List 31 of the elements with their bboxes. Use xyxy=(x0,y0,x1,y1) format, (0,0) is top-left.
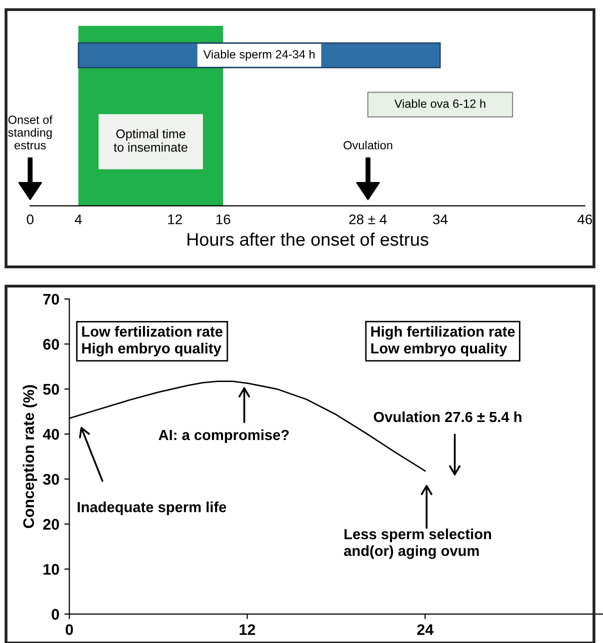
x-tick-label: 0 xyxy=(26,214,34,224)
y-axis-title: Conception rate (%) xyxy=(22,385,38,528)
x-tick-label: 12 xyxy=(240,624,256,635)
x-tick-label: 0 xyxy=(66,624,73,636)
x-tick-label: 16 xyxy=(216,214,230,224)
band-label: Optimal time to inseminate xyxy=(114,129,188,152)
annotation: Less sperm selection and(or) aging ovum xyxy=(344,528,492,559)
y-tick-label: 70 xyxy=(43,294,59,305)
annotation: Ovulation 27.6 ± 5.4 h xyxy=(374,411,522,422)
annotation: Inadequate sperm life xyxy=(78,502,226,516)
annotation: Onset of standing estrus xyxy=(8,115,52,150)
y-tick-label: 10 xyxy=(44,564,59,575)
x-tick-label: 24 xyxy=(417,624,434,635)
data-label: Viable ova 6-12 h xyxy=(394,99,486,108)
x-tick-label: 12 xyxy=(168,214,182,224)
x-tick-label: 28 ± 4 xyxy=(349,214,387,224)
y-tick-label: 30 xyxy=(42,474,59,485)
y-tick-label: 50 xyxy=(43,384,59,395)
x-tick-label: 46 xyxy=(578,214,592,224)
text: Ovulation xyxy=(344,140,392,150)
annotation: High fertilization rate Low embryo quality xyxy=(371,326,515,356)
y-tick-label: 20 xyxy=(43,518,59,530)
annotation: Low fertilization rate High embryo quality xyxy=(82,326,222,356)
y-tick-label: 40 xyxy=(42,428,59,440)
x-tick-label: 4 xyxy=(74,214,82,224)
y-tick-label: 60 xyxy=(43,338,59,350)
annotation: AI: a compromise? xyxy=(158,429,289,444)
data-label: Viable sperm 24-34 h xyxy=(203,50,315,61)
y-tick-label: 0 xyxy=(52,608,59,620)
x-tick-label: 34 xyxy=(432,214,448,224)
x-axis-title: Hours after the onset of estrus xyxy=(188,232,428,246)
